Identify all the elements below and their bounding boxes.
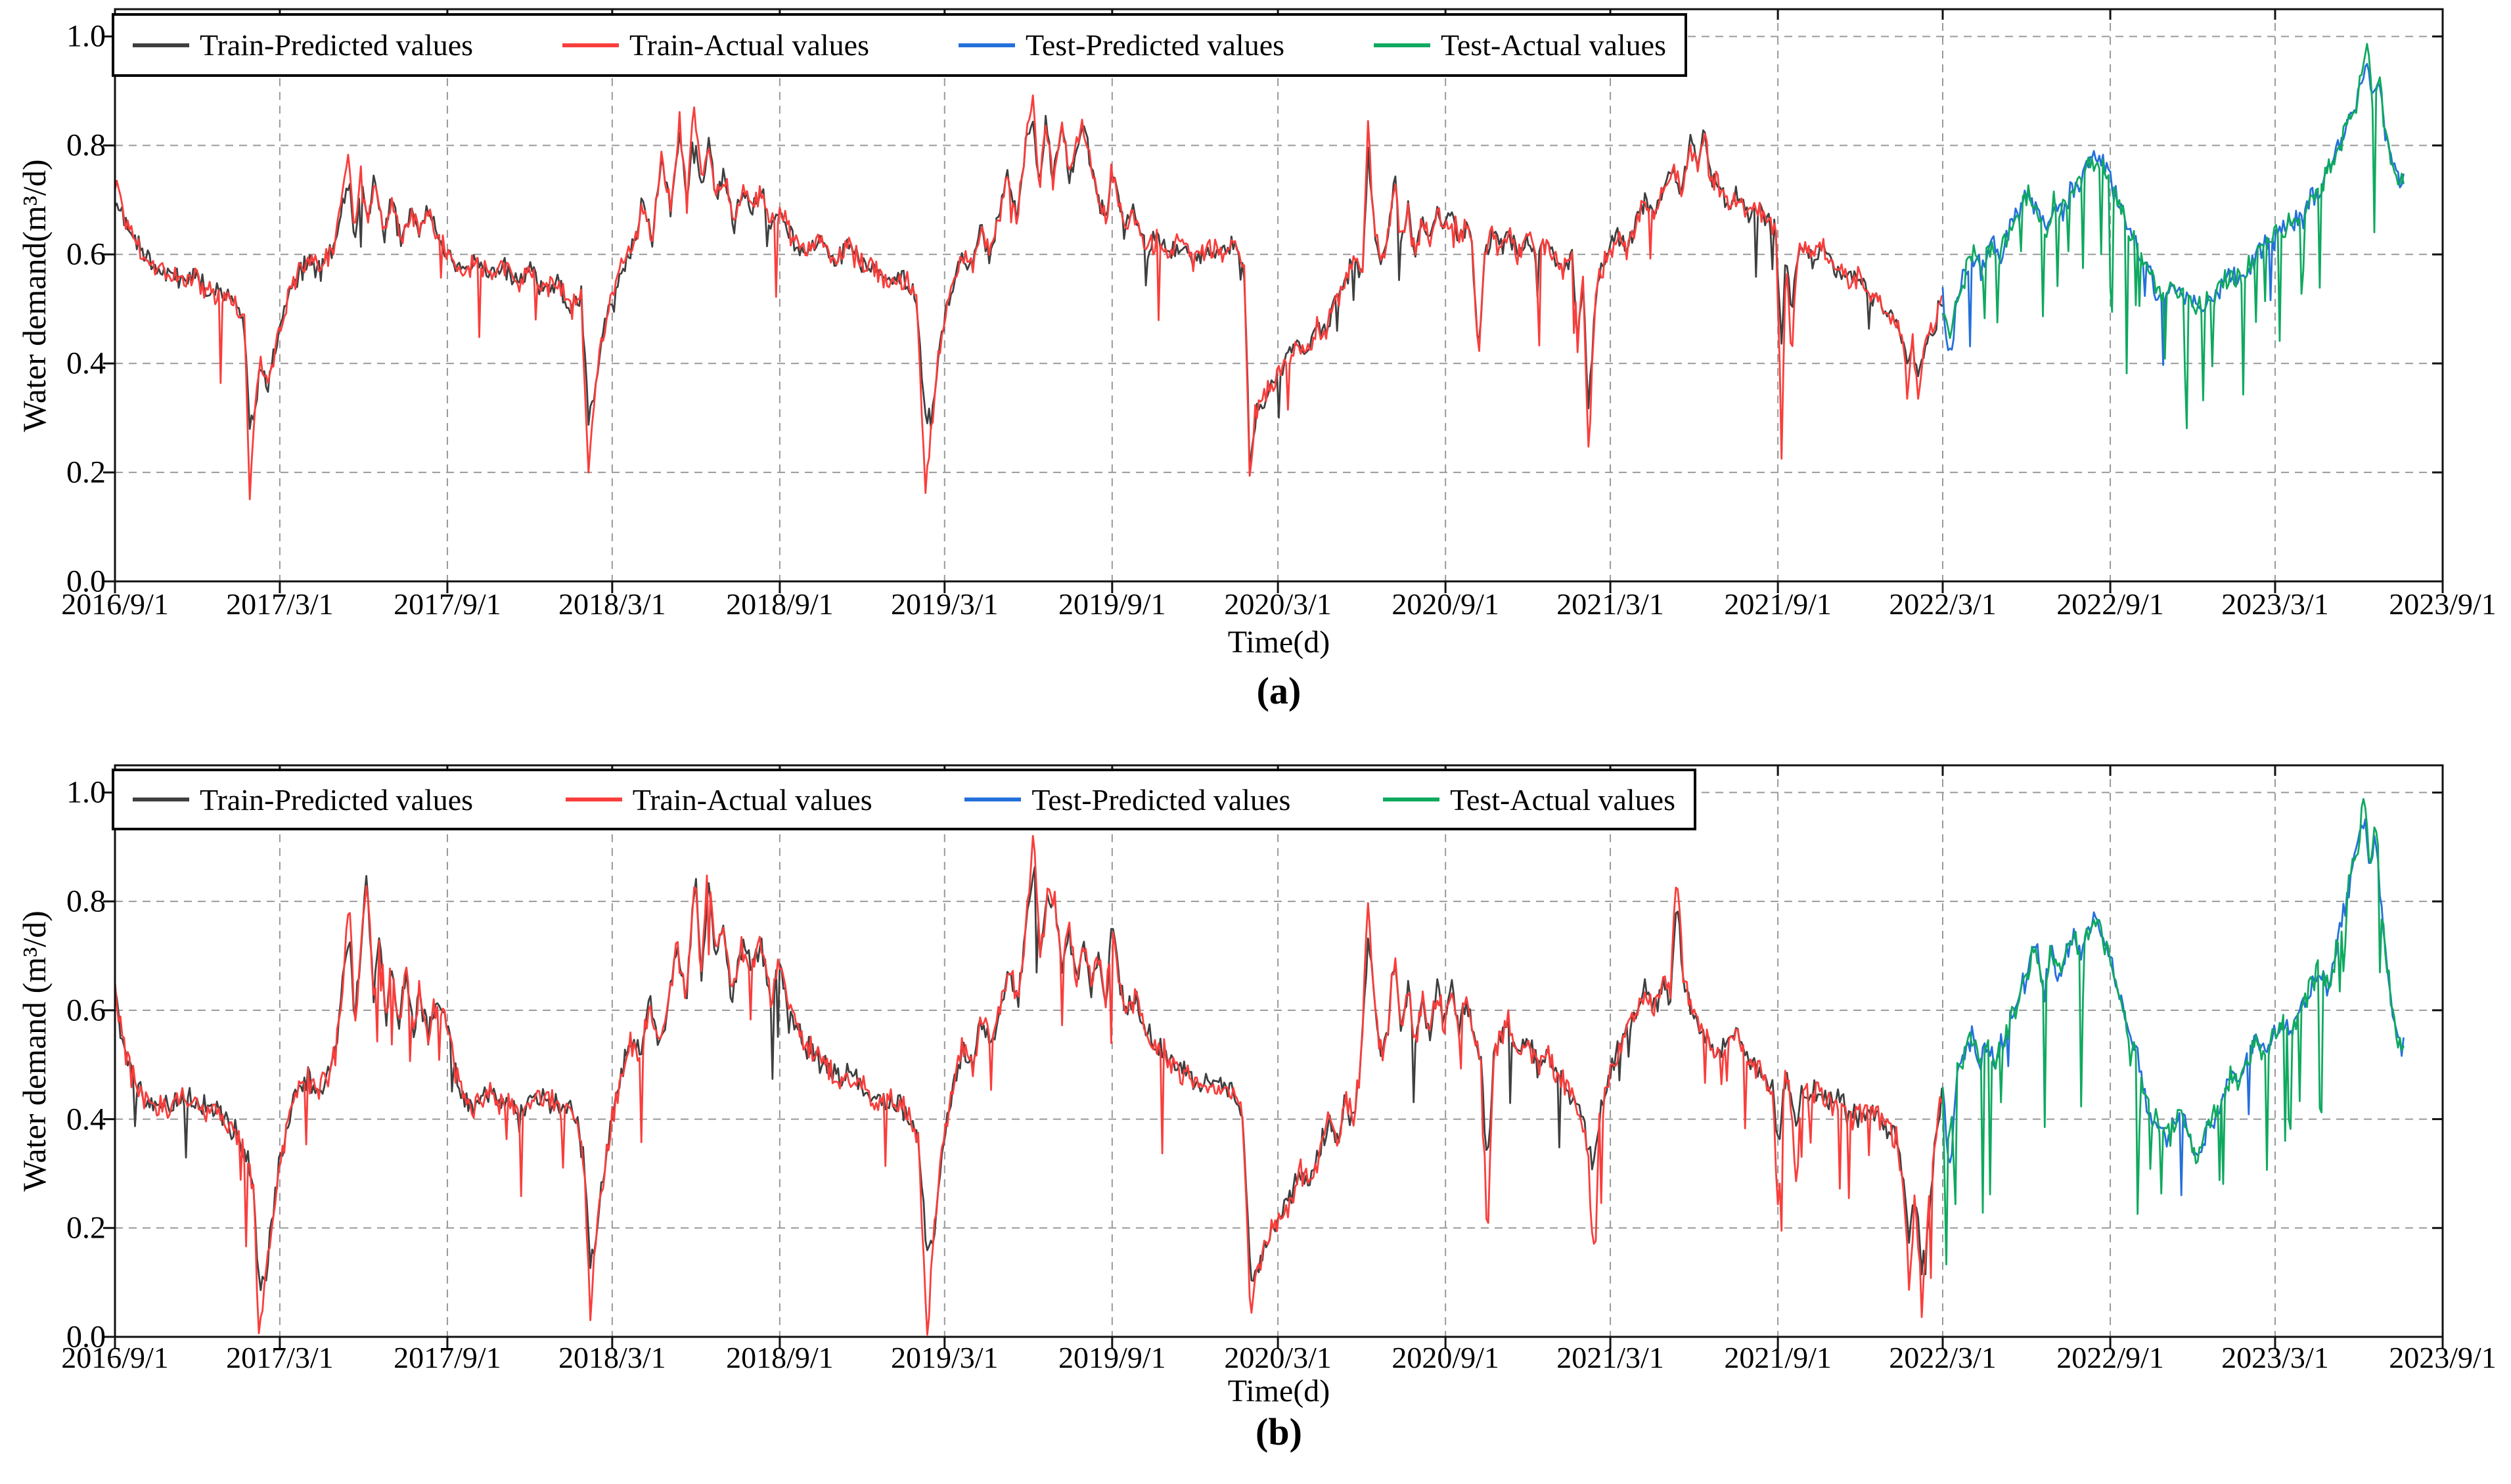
x-tick-label: 2018/3/1 <box>558 1341 666 1374</box>
x-tick-label: 2022/9/1 <box>2056 1341 2164 1374</box>
y-tick-label: 1.0 <box>66 18 106 54</box>
series-test-actual-values <box>1941 43 2405 430</box>
x-tick-label: 2020/9/1 <box>1391 587 1499 621</box>
legend-line-icon <box>565 798 622 801</box>
plot-area-a <box>103 8 2444 593</box>
legend-item-train-actual-values: Train-Actual values <box>562 28 869 62</box>
legend-b: Train-Predicted values Train-Actual value… <box>112 769 1696 830</box>
x-tick-label: 2020/9/1 <box>1391 1341 1499 1374</box>
x-tick-label: 2020/3/1 <box>1224 1341 1332 1374</box>
legend-label: Test-Predicted values <box>1026 28 1285 62</box>
x-tick-label: 2018/9/1 <box>726 1341 834 1374</box>
legend-label: Test-Predicted values <box>1031 782 1291 817</box>
series-train-predicted-values <box>114 866 1943 1292</box>
y-tick-label: 0.8 <box>66 884 106 919</box>
legend-line-icon <box>562 43 620 47</box>
y-tick-label: 0.2 <box>66 1210 106 1246</box>
legend-label: Train-Actual values <box>632 782 872 817</box>
legend-label: Train-Predicted values <box>200 782 474 817</box>
legend-line-icon <box>133 43 189 47</box>
x-tick-label: 2023/3/1 <box>2221 587 2329 621</box>
plot-area-b <box>103 764 2444 1349</box>
x-axis-title-b: Time(d) <box>1227 1374 1330 1408</box>
x-tick-label: 2020/3/1 <box>1224 587 1332 621</box>
x-tick-label: 2023/3/1 <box>2221 1341 2329 1374</box>
y-tick-label: 0.0 <box>66 1319 106 1355</box>
series-train-actual-values <box>114 835 1943 1336</box>
x-axis-title-a: Time(d) <box>1227 625 1330 660</box>
y-tick-label: 0.4 <box>66 346 106 381</box>
legend-label: Test-Actual values <box>1450 782 1675 817</box>
legend-line-icon <box>133 798 189 801</box>
y-tick-label: 0.0 <box>66 564 106 599</box>
legend-label: Train-Actual values <box>629 28 869 62</box>
x-tick-label: 2021/3/1 <box>1556 1341 1664 1374</box>
legend-label: Train-Predicted values <box>200 28 474 62</box>
legend-line-icon <box>964 798 1022 801</box>
legend-item-test-actual-values: Test-Actual values <box>1374 28 1666 62</box>
x-tick-label: 2019/9/1 <box>1058 1341 1166 1374</box>
x-tick-label: 2023/9/1 <box>2389 1341 2497 1374</box>
legend-item-train-predicted-values: Train-Predicted values <box>133 782 473 817</box>
legend-line-icon <box>1374 43 1431 47</box>
x-tick-label: 2019/3/1 <box>891 1341 999 1374</box>
x-tick-label: 2019/3/1 <box>891 587 999 621</box>
plot-frame <box>114 8 2444 583</box>
caption-a: (a) <box>1256 669 1301 712</box>
x-tick-label: 2017/3/1 <box>226 1341 334 1374</box>
legend-item-test-actual-values: Test-Actual values <box>1383 782 1675 817</box>
plot-frame <box>114 764 2444 1338</box>
y-tick-label: 0.8 <box>66 127 106 163</box>
series-test-predicted-values <box>1941 62 2405 366</box>
x-tick-label: 2022/3/1 <box>1889 1341 1997 1374</box>
legend-item-test-predicted-values: Test-Predicted values <box>964 782 1290 817</box>
y-tick-label: 1.0 <box>66 775 106 810</box>
legend-line-icon <box>1383 798 1440 801</box>
x-tick-label: 2018/3/1 <box>558 587 666 621</box>
x-tick-label: 2017/9/1 <box>394 587 501 621</box>
legend-label: Test-Actual values <box>1441 28 1666 62</box>
legend-a: Train-Predicted values Train-Actual value… <box>112 13 1687 77</box>
legend-item-train-actual-values: Train-Actual values <box>565 782 872 817</box>
series-train-predicted-values <box>114 114 1943 472</box>
caption-b: (b) <box>1256 1410 1302 1453</box>
y-tick-label: 0.4 <box>66 1102 106 1137</box>
x-tick-label: 2022/9/1 <box>2056 587 2164 621</box>
x-tick-label: 2021/9/1 <box>1724 587 1832 621</box>
x-tick-label: 2017/9/1 <box>394 1341 501 1374</box>
legend-line-icon <box>959 43 1015 47</box>
x-tick-label: 2017/3/1 <box>226 587 334 621</box>
y-tick-label: 0.2 <box>66 455 106 490</box>
legend-item-train-predicted-values: Train-Predicted values <box>133 28 473 62</box>
x-tick-label: 2018/9/1 <box>726 587 834 621</box>
x-tick-label: 2023/9/1 <box>2389 587 2497 621</box>
legend-item-test-predicted-values: Test-Predicted values <box>959 28 1284 62</box>
series-test-actual-values <box>1941 798 2405 1266</box>
x-tick-label: 2019/9/1 <box>1058 587 1166 621</box>
x-tick-label: 2022/3/1 <box>1889 587 1997 621</box>
x-tick-label: 2016/9/1 <box>61 1341 169 1374</box>
y-axis-title-a: Water demand(m³/d) <box>16 159 53 432</box>
series-train-actual-values <box>114 94 1943 501</box>
y-tick-label: 0.6 <box>66 236 106 272</box>
x-tick-label: 2016/9/1 <box>61 587 169 621</box>
x-tick-label: 2021/9/1 <box>1724 1341 1832 1374</box>
y-axis-title-b: Water demand (m³/d) <box>16 911 53 1192</box>
x-tick-label: 2021/3/1 <box>1556 587 1664 621</box>
y-tick-label: 0.6 <box>66 993 106 1028</box>
